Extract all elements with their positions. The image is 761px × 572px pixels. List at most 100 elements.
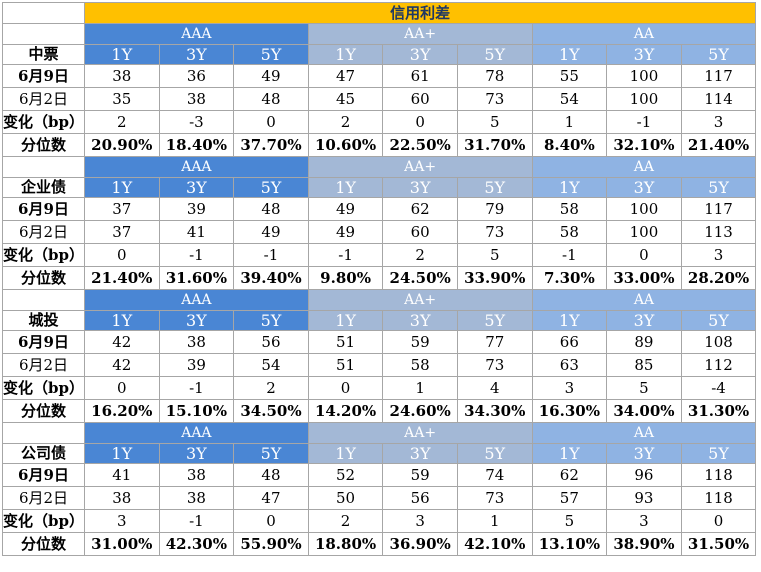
value-cell: 0	[307, 376, 384, 400]
tenor-header: 5Y	[456, 44, 533, 65]
value-cell: 41	[83, 463, 160, 487]
section-corner-cell	[2, 23, 85, 45]
value-cell: 2	[83, 110, 160, 134]
value-cell: 36.90%	[382, 532, 458, 556]
value-cell: 39	[158, 353, 235, 377]
section-corner-cell	[2, 289, 85, 311]
value-cell: 38	[158, 486, 235, 510]
value-cell: 114	[680, 87, 757, 111]
value-cell: 117	[680, 197, 757, 221]
rating-group-label: AAA	[83, 422, 309, 444]
tenor-header: 1Y	[83, 443, 160, 464]
tenor-header: 1Y	[83, 44, 160, 65]
row-label: 分位数	[2, 532, 85, 556]
row-label: 变化（bp）	[2, 243, 85, 267]
percentile-row: 分位数 16.20% 15.10% 34.50% 14.20% 24.60% 34.30% 1…	[2, 399, 757, 423]
value-cell: 79	[456, 197, 533, 221]
value-cell: -1	[531, 243, 608, 267]
rating-group-label: AAA	[83, 156, 309, 178]
value-cell: 38	[158, 87, 235, 111]
section-name: 城投	[2, 310, 85, 331]
section-name: 中票	[2, 44, 85, 65]
tenor-header: 3Y	[158, 177, 235, 198]
tenor-header: 5Y	[233, 443, 309, 464]
value-cell: 35	[83, 87, 160, 111]
value-cell: 100	[606, 220, 682, 244]
row-label: 分位数	[2, 399, 85, 423]
value-cell: -1	[233, 243, 309, 267]
value-cell: 0	[233, 110, 309, 134]
value-cell: 54	[233, 353, 309, 377]
tenor-header: 5Y	[233, 177, 309, 198]
percentile-row: 分位数 21.40% 31.60% 39.40% 9.80% 24.50% 33.90% 7.…	[2, 266, 757, 290]
row-label: 变化（bp）	[2, 376, 85, 400]
value-cell: 39.40%	[233, 266, 309, 290]
tenor-header: 5Y	[456, 310, 533, 331]
section-corner-cell	[2, 156, 85, 178]
tenor-header: 3Y	[158, 310, 235, 331]
value-cell: 0	[83, 376, 160, 400]
rating-group-label: AA+	[307, 422, 533, 444]
value-cell: 59	[382, 463, 458, 487]
value-cell: 22.50%	[382, 133, 458, 157]
value-cell: 38	[158, 463, 235, 487]
value-cell: 28.20%	[680, 266, 757, 290]
value-cell: 49	[233, 64, 309, 88]
value-cell: 31.60%	[158, 266, 235, 290]
value-cell: 2	[382, 243, 458, 267]
value-cell: 1	[456, 509, 533, 533]
value-cell: 57	[531, 486, 608, 510]
row-label: 6月9日	[2, 330, 85, 354]
current-row: 6月9日 37 39 48 49 62 79 58 100 117	[2, 197, 757, 221]
tenor-header: 3Y	[382, 44, 458, 65]
value-cell: 2	[233, 376, 309, 400]
tenor-header: 1Y	[307, 177, 384, 198]
value-cell: 50	[307, 486, 384, 510]
section-name: 企业债	[2, 177, 85, 198]
value-cell: 118	[680, 463, 757, 487]
value-cell: 24.60%	[382, 399, 458, 423]
value-cell: 51	[307, 353, 384, 377]
value-cell: 10.60%	[307, 133, 384, 157]
table-title: 信用利差	[83, 2, 757, 24]
value-cell: 33.00%	[606, 266, 682, 290]
value-cell: 9.80%	[307, 266, 384, 290]
value-cell: 3	[531, 376, 608, 400]
value-cell: -1	[158, 243, 235, 267]
rating-group-label: AA	[531, 156, 757, 178]
value-cell: 37.70%	[233, 133, 309, 157]
value-cell: 60	[382, 220, 458, 244]
rating-group-label: AAA	[83, 23, 309, 45]
value-cell: 21.40%	[680, 133, 757, 157]
value-cell: 34.50%	[233, 399, 309, 423]
value-cell: 96	[606, 463, 682, 487]
value-cell: 5	[456, 243, 533, 267]
value-cell: 7.30%	[531, 266, 608, 290]
change-row: 变化（bp） 3 -1 0 2 3 1 5 3 0	[2, 509, 757, 533]
value-cell: 93	[606, 486, 682, 510]
tenor-header-row: 公司债 1Y 3Y 5Y 1Y 3Y 5Y 1Y 3Y 5Y	[2, 443, 757, 464]
value-cell: 42	[83, 330, 160, 354]
value-cell: 47	[233, 486, 309, 510]
change-row: 变化（bp） 2 -3 0 2 0 5 1 -1 3	[2, 110, 757, 134]
tenor-header: 1Y	[83, 310, 160, 331]
value-cell: 38.90%	[606, 532, 682, 556]
value-cell: 61	[382, 64, 458, 88]
value-cell: 3	[382, 509, 458, 533]
value-cell: 73	[456, 353, 533, 377]
row-label: 变化（bp）	[2, 509, 85, 533]
value-cell: 42.10%	[456, 532, 533, 556]
current-row: 6月9日 42 38 56 51 59 77 66 89 108	[2, 330, 757, 354]
value-cell: 3	[680, 110, 757, 134]
value-cell: 100	[606, 87, 682, 111]
rating-group-label: AA	[531, 23, 757, 45]
value-cell: 118	[680, 486, 757, 510]
value-cell: 56	[382, 486, 458, 510]
value-cell: 37	[83, 220, 160, 244]
value-cell: 8.40%	[531, 133, 608, 157]
tenor-header: 1Y	[83, 177, 160, 198]
value-cell: 31.50%	[680, 532, 757, 556]
value-cell: 18.40%	[158, 133, 235, 157]
row-label: 6月9日	[2, 64, 85, 88]
value-cell: 100	[606, 64, 682, 88]
